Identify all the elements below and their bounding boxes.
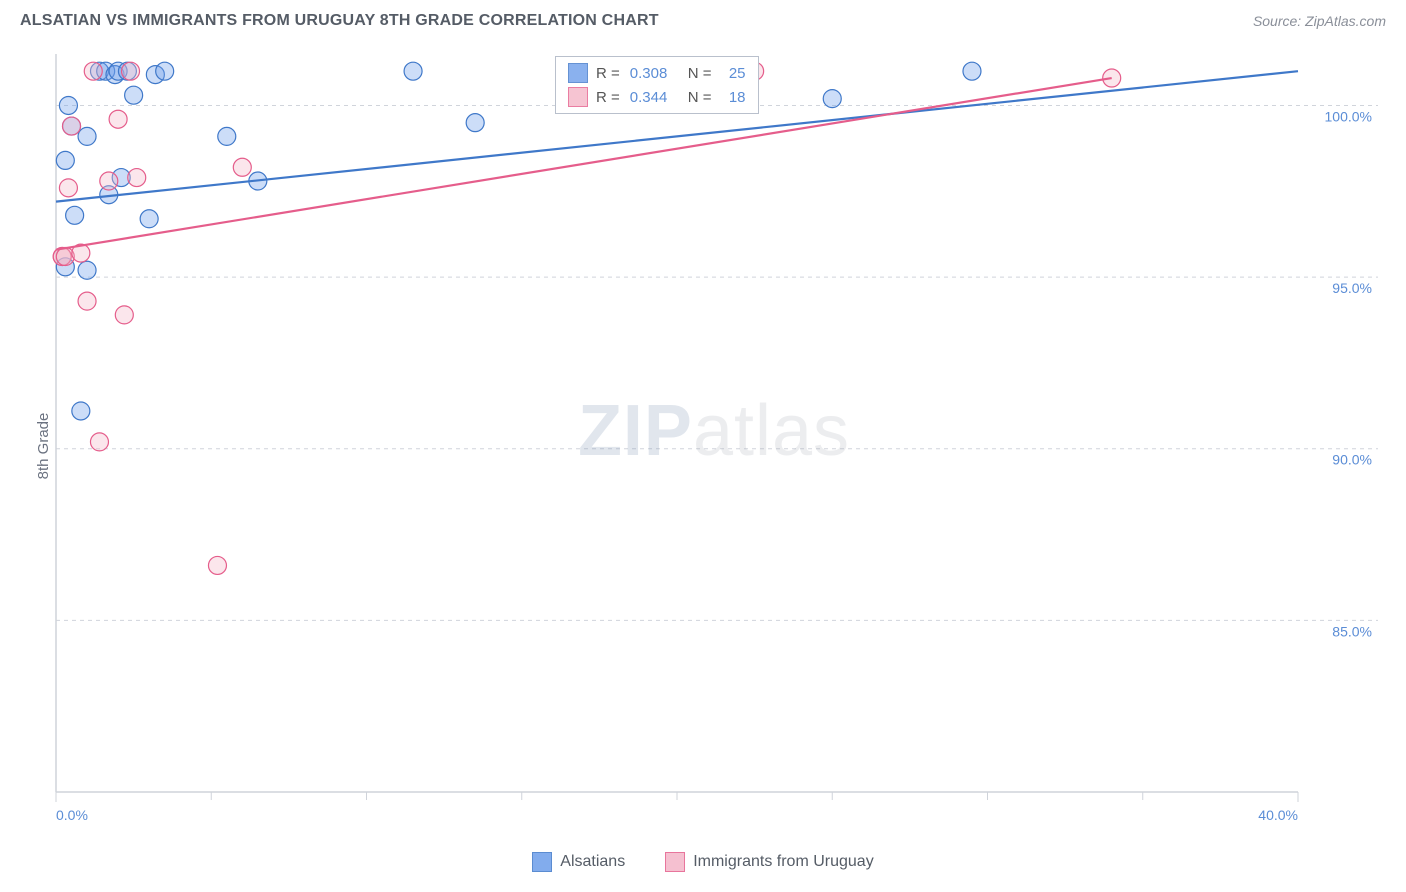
series-legend-item-alsatians: Alsatians <box>532 852 625 872</box>
data-point-uruguay <box>233 158 251 176</box>
x-tick-label: 0.0% <box>56 807 88 822</box>
data-point-alsatians <box>72 402 90 420</box>
chart-header: ALSATIAN VS IMMIGRANTS FROM URUGUAY 8TH … <box>0 0 1406 38</box>
data-point-alsatians <box>218 127 236 145</box>
data-point-uruguay <box>59 179 77 197</box>
chart-title: ALSATIAN VS IMMIGRANTS FROM URUGUAY 8TH … <box>20 12 659 30</box>
data-point-uruguay <box>90 433 108 451</box>
legend-swatch-uruguay <box>568 87 588 107</box>
data-point-alsatians <box>404 62 422 80</box>
data-point-uruguay <box>78 292 96 310</box>
r-value-alsatians: 0.308 <box>630 65 680 82</box>
y-tick-label: 90.0% <box>1332 452 1372 468</box>
legend-swatch-alsatians <box>568 63 588 83</box>
legend-row-alsatians: R = 0.308 N = 25 <box>556 61 758 85</box>
source-attribution: Source: ZipAtlas.com <box>1253 13 1386 29</box>
r-value-uruguay: 0.344 <box>630 89 680 106</box>
series-name-alsatians: Alsatians <box>560 853 625 871</box>
n-value-alsatians: 25 <box>722 65 746 82</box>
source-prefix: Source: <box>1253 13 1305 29</box>
data-point-alsatians <box>78 261 96 279</box>
data-point-uruguay <box>109 110 127 128</box>
data-point-uruguay <box>100 172 118 190</box>
data-point-uruguay <box>84 62 102 80</box>
correlation-legend: R = 0.308 N = 25 R = 0.344 N = 18 <box>555 56 759 114</box>
data-point-uruguay <box>128 169 146 187</box>
y-tick-label: 85.0% <box>1332 623 1372 639</box>
series-swatch-alsatians <box>532 852 552 872</box>
r-label: R = <box>596 65 620 82</box>
data-point-uruguay <box>115 306 133 324</box>
series-legend-item-uruguay: Immigrants from Uruguay <box>665 852 874 872</box>
data-point-alsatians <box>59 96 77 114</box>
data-point-alsatians <box>140 210 158 228</box>
n-label: N = <box>688 65 712 82</box>
series-swatch-uruguay <box>665 852 685 872</box>
data-point-alsatians <box>823 90 841 108</box>
data-point-alsatians <box>78 127 96 145</box>
scatter-plot-svg: 100.0% 95.0% 90.0% 85.0% 0.0% 40.0% <box>50 48 1378 822</box>
series-legend: Alsatians Immigrants from Uruguay <box>0 852 1406 872</box>
data-point-alsatians <box>125 86 143 104</box>
series-name-uruguay: Immigrants from Uruguay <box>693 853 874 871</box>
legend-row-uruguay: R = 0.344 N = 18 <box>556 85 758 109</box>
data-point-uruguay <box>122 62 140 80</box>
data-point-uruguay <box>208 556 226 574</box>
y-tick-label: 95.0% <box>1332 280 1372 296</box>
data-point-uruguay <box>63 117 81 135</box>
chart-area: 100.0%95.0%90.0%85.0%0.0%40.0% ZIPatlas <box>50 48 1378 822</box>
n-label: N = <box>688 89 712 106</box>
data-point-alsatians <box>66 206 84 224</box>
data-point-alsatians <box>56 151 74 169</box>
x-tick-label: 40.0% <box>1258 807 1298 822</box>
data-point-alsatians <box>963 62 981 80</box>
data-point-alsatians <box>466 114 484 132</box>
r-label: R = <box>596 89 620 106</box>
n-value-uruguay: 18 <box>722 89 746 106</box>
source-name: ZipAtlas.com <box>1305 13 1386 29</box>
y-tick-label: 100.0% <box>1325 108 1372 124</box>
data-point-alsatians <box>156 62 174 80</box>
